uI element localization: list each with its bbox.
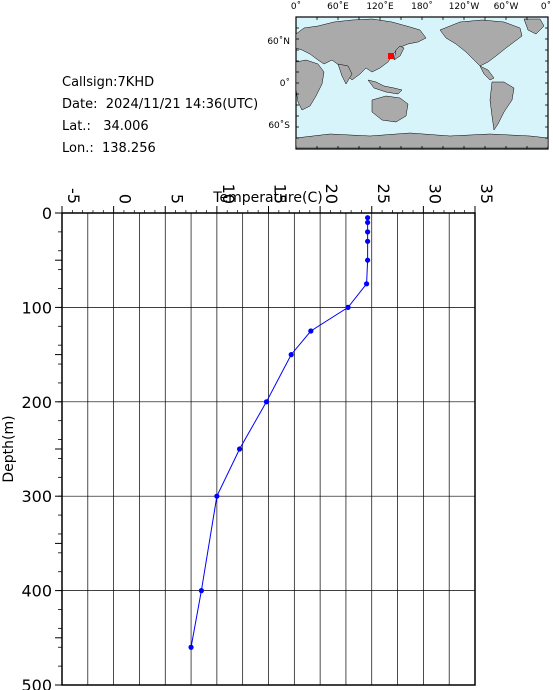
central-america-landmass bbox=[479, 65, 495, 81]
data-point bbox=[365, 238, 371, 244]
map-lat-label: 60˚N bbox=[267, 36, 290, 47]
map-lon-label: 180˚ bbox=[411, 1, 433, 12]
map-lon-label: 120˚E bbox=[366, 1, 394, 12]
y-tick-label: 0 bbox=[42, 204, 52, 223]
x-tick-labels: -5 0 5 10 15 20 25 30 35 bbox=[64, 184, 496, 204]
data-point bbox=[363, 281, 370, 287]
north-america-landmass bbox=[439, 19, 523, 67]
y-axis-label: Depth(m) bbox=[1, 415, 17, 482]
continents bbox=[295, 18, 549, 149]
map-top-labels: 0˚ 60˚E 120˚E 180˚ 120˚W 60˚W 0˚ bbox=[291, 1, 551, 12]
africa-landmass bbox=[295, 59, 325, 111]
x-tick-label: 35 bbox=[477, 184, 496, 204]
longitude-text: Lon.: 138.256 bbox=[62, 141, 156, 156]
data-point bbox=[345, 304, 351, 310]
data-point bbox=[263, 399, 270, 405]
australia-landmass bbox=[371, 95, 409, 123]
x-tick-label: 15 bbox=[271, 184, 290, 204]
japan-islands bbox=[393, 45, 405, 61]
y-tick-label: 100 bbox=[21, 298, 52, 317]
india-landmass bbox=[337, 63, 353, 85]
map-lon-label: 120˚W bbox=[449, 1, 480, 12]
data-point bbox=[188, 644, 194, 650]
x-tick-label: 5 bbox=[167, 194, 186, 204]
callsign-text: Callsign:7KHD bbox=[62, 75, 155, 90]
location-map: 0˚ 60˚E 120˚E 180˚ 120˚W 60˚W 0˚ 60˚N 0˚… bbox=[267, 1, 551, 150]
temperature-profile-line bbox=[190, 217, 369, 648]
y-tick-label: 300 bbox=[21, 487, 52, 506]
data-point bbox=[288, 352, 294, 358]
data-point bbox=[365, 257, 371, 263]
x-axis-label: Temperature(C) bbox=[212, 190, 322, 206]
map-marker-group bbox=[388, 53, 394, 59]
x-tick-label: 0 bbox=[116, 194, 135, 204]
map-lon-label: 60˚W bbox=[494, 1, 519, 12]
data-point bbox=[198, 588, 204, 594]
y-tick-label: 200 bbox=[21, 393, 52, 412]
chart-minor-ticks bbox=[55, 206, 476, 686]
map-lon-label: 0˚ bbox=[541, 1, 551, 12]
latitude-text: Lat.: 34.006 bbox=[62, 119, 149, 134]
x-tick-label: -5 bbox=[64, 188, 83, 204]
south-america-landmass bbox=[489, 81, 515, 131]
x-tick-label: 30 bbox=[425, 184, 444, 204]
data-point bbox=[236, 446, 243, 452]
plot-frame bbox=[61, 212, 476, 686]
map-lon-label: 60˚E bbox=[327, 1, 349, 12]
x-tick-label: 25 bbox=[374, 184, 393, 204]
x-tick-label: 10 bbox=[219, 184, 238, 204]
date-text: Date: 2024/11/21 14:36(UTC) bbox=[62, 97, 259, 112]
indonesia-islands bbox=[367, 79, 403, 95]
data-point bbox=[308, 328, 314, 334]
station-marker bbox=[388, 53, 394, 59]
map-frame-ticks bbox=[295, 16, 549, 150]
data-point bbox=[214, 493, 220, 499]
y-tick-label: 400 bbox=[21, 582, 52, 601]
map-left-labels: 60˚N 0˚ 60˚S bbox=[267, 36, 290, 131]
station-info: Callsign:7KHD Date: 2024/11/21 14:36(UTC… bbox=[62, 72, 258, 160]
y-tick-label: 500 bbox=[21, 676, 52, 690]
x-tick-label: 20 bbox=[322, 184, 341, 204]
greenland-landmass bbox=[523, 18, 545, 35]
data-point bbox=[365, 229, 371, 235]
data-point bbox=[365, 219, 371, 226]
y-tick-labels: 0 100 200 300 400 500 bbox=[21, 204, 52, 690]
map-lon-label: 0˚ bbox=[291, 1, 301, 12]
map-lat-label: 60˚S bbox=[268, 120, 290, 131]
chart-grid bbox=[61, 212, 476, 686]
map-lat-label: 0˚ bbox=[280, 78, 290, 89]
data-point bbox=[365, 215, 371, 221]
temperature-series bbox=[188, 215, 371, 650]
eurasia-landmass bbox=[295, 18, 427, 81]
